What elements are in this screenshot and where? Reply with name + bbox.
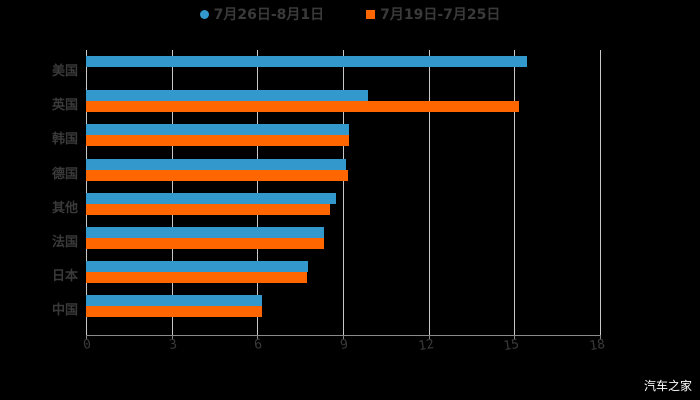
- x-tick-label: 0: [82, 337, 93, 353]
- gridline: [171, 50, 173, 335]
- bar-series-1[interactable]: [86, 261, 309, 273]
- x-tick: [343, 335, 344, 340]
- x-axis-line: [86, 335, 600, 336]
- y-category-label: 日本: [51, 269, 78, 285]
- bar-series-1[interactable]: [86, 90, 368, 102]
- x-tick: [428, 335, 430, 340]
- bar-series-2[interactable]: [86, 169, 349, 181]
- x-tick: [171, 335, 173, 340]
- y-category-label: 中国: [51, 303, 78, 319]
- bar-series-2[interactable]: [86, 238, 325, 249]
- bar-series-2[interactable]: [86, 101, 520, 113]
- watermark-logo: 汽车之家: [643, 379, 692, 393]
- gridline: [428, 50, 430, 335]
- legend-square-icon: [366, 9, 376, 19]
- bar-series-1[interactable]: [86, 192, 337, 204]
- x-tick-label: 9: [339, 337, 350, 353]
- plot-area: [86, 50, 601, 335]
- legend-circle-icon: [199, 9, 209, 19]
- bar-series-2[interactable]: [86, 272, 308, 284]
- x-tick: [257, 335, 259, 340]
- legend-item-series-2[interactable]: 7月19日-7月25日: [366, 4, 500, 24]
- gridline: [86, 50, 87, 335]
- x-tick: [600, 335, 601, 340]
- bar-series-2[interactable]: [86, 306, 263, 318]
- x-tick: [86, 335, 87, 340]
- x-tick-label: 3: [167, 337, 178, 353]
- gridline: [600, 50, 601, 335]
- bar-series-1[interactable]: [86, 295, 263, 307]
- legend-label: 7月19日-7月25日: [380, 7, 501, 23]
- y-category-label: 德国: [51, 166, 78, 182]
- y-category-label: 美国: [51, 64, 78, 79]
- x-tick: [514, 335, 516, 340]
- bar-series-1[interactable]: [86, 158, 347, 170]
- y-category-label: 韩国: [51, 132, 78, 148]
- y-category-label: 其他: [51, 200, 78, 216]
- bar-series-1[interactable]: [86, 124, 350, 136]
- x-tick-label: 6: [253, 337, 264, 353]
- x-tick-label: 15: [502, 337, 521, 355]
- y-category-label: 法国: [51, 235, 78, 250]
- legend-label: 7月26日-8月1日: [213, 7, 325, 23]
- gridline: [514, 50, 516, 335]
- y-category-label: 英国: [51, 98, 78, 114]
- x-tick-label: 12: [417, 337, 435, 355]
- x-tick-label: 18: [588, 337, 607, 355]
- bar-series-1[interactable]: [86, 56, 528, 67]
- bar-series-2[interactable]: [86, 203, 330, 215]
- gridline: [343, 50, 344, 335]
- gridline: [257, 50, 259, 335]
- bar-series-1[interactable]: [86, 227, 325, 238]
- legend-item-series-1[interactable]: 7月26日-8月1日: [199, 4, 325, 24]
- chart-legend: 7月26日-8月1日 7月19日-7月25日: [0, 4, 700, 24]
- bar-series-2[interactable]: [86, 135, 350, 147]
